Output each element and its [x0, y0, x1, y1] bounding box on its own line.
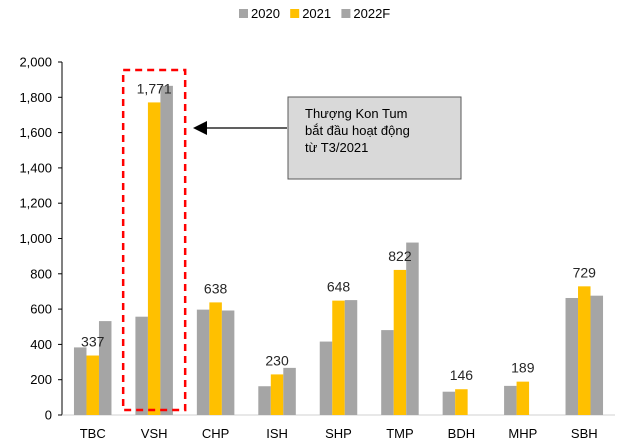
- chart-annotation: Thượng Kon Tum bắt đầu hoạt động từ T3/202…: [121, 68, 462, 412]
- x-tick-label: VSH: [141, 426, 168, 441]
- data-label-CHP: 638: [204, 280, 228, 296]
- callout-text-line: Thượng Kon Tum: [305, 106, 408, 121]
- bar-2022F-SHP: [344, 300, 358, 415]
- data-label-VSH: 1,771: [137, 80, 172, 96]
- y-tick-label: 1,000: [19, 231, 52, 246]
- chart-data-labels: 337 1,771 638 230 648 822 146 189 729: [81, 80, 596, 383]
- y-tick-label: 800: [30, 266, 52, 281]
- bar-2020-SHP: [319, 341, 333, 415]
- data-label-BDH: 146: [450, 367, 474, 383]
- x-tick-label: SBH: [571, 426, 598, 441]
- y-tick-label: 600: [30, 302, 52, 317]
- data-label-TBC: 337: [81, 334, 105, 350]
- bar-2021-TMP: [393, 269, 407, 415]
- x-tick-label: TMP: [386, 426, 413, 441]
- legend-swatch-2022F: [341, 9, 351, 18]
- legend-label-2021: 2021: [302, 6, 331, 21]
- chart-axes: 0 200 400 600 800 1,000 1,200 1,400 1,600 1,800 2,…: [19, 55, 615, 441]
- y-tick-label: 1,400: [19, 160, 52, 175]
- data-label-TMP: 822: [388, 248, 412, 264]
- chart-legend: 2020 2021 2022F: [239, 6, 390, 21]
- legend-label-2022F: 2022F: [353, 6, 390, 21]
- bar-2020-ISH: [258, 386, 271, 415]
- y-tick-label: 0: [45, 408, 52, 423]
- callout-box: [287, 96, 462, 180]
- x-tick-label: SHP: [325, 426, 352, 441]
- bar-2020-VSH: [135, 316, 148, 415]
- bar-2022F-VSH: [160, 85, 173, 415]
- x-tick-label: MHP: [508, 426, 537, 441]
- bar-2021-BDH: [455, 389, 468, 415]
- y-tick-label: 1,200: [19, 196, 52, 211]
- y-tick-label: 1,800: [19, 90, 52, 105]
- bar-2021-TBC: [86, 355, 99, 415]
- legend-swatch-2020: [239, 9, 248, 18]
- bar-2021-CHP: [209, 302, 222, 415]
- callout-text-line: từ T3/2021: [305, 140, 368, 155]
- bar-2021-VSH: [147, 102, 161, 415]
- bar-2022F-SBH: [590, 295, 604, 415]
- data-label-SHP: 648: [327, 279, 351, 295]
- chart-bars: [73, 85, 604, 415]
- highlight-box-vsh: [121, 68, 187, 412]
- y-tick-label: 1,600: [19, 125, 52, 140]
- bar-2020-MHP: [504, 385, 517, 415]
- bar-2021-SBH: [578, 286, 591, 415]
- legend-label-2020: 2020: [251, 6, 280, 21]
- bar-2022F-ISH: [283, 367, 296, 415]
- bar-2022F-CHP: [221, 310, 235, 415]
- bar-2022F-TBC: [98, 321, 112, 415]
- bar-2020-BDH: [442, 391, 456, 415]
- y-tick-label: 400: [30, 337, 52, 352]
- x-tick-label: BDH: [448, 426, 475, 441]
- x-tick-label: ISH: [266, 426, 288, 441]
- bar-2020-TBC: [73, 347, 87, 415]
- data-label-SBH: 729: [573, 264, 597, 280]
- callout-text-line: bắt đầu hoạt động: [305, 123, 410, 138]
- data-label-MHP: 189: [511, 360, 535, 376]
- bar-2020-TMP: [381, 330, 394, 415]
- bar-2021-SHP: [332, 300, 345, 415]
- y-tick-label: 200: [30, 372, 52, 387]
- x-tick-label: TBC: [80, 426, 106, 441]
- x-tick-label: CHP: [202, 426, 229, 441]
- callout-arrowhead: [193, 121, 207, 135]
- data-label-ISH: 230: [265, 352, 289, 368]
- bar-2021-MHP: [516, 381, 530, 415]
- bar-2022F-TMP: [406, 242, 419, 415]
- bar-2021-ISH: [270, 374, 284, 415]
- legend-swatch-2021: [290, 9, 300, 18]
- bar-2020-CHP: [196, 309, 210, 415]
- y-tick-label: 2,000: [19, 55, 52, 70]
- bar-2020-SBH: [565, 297, 579, 415]
